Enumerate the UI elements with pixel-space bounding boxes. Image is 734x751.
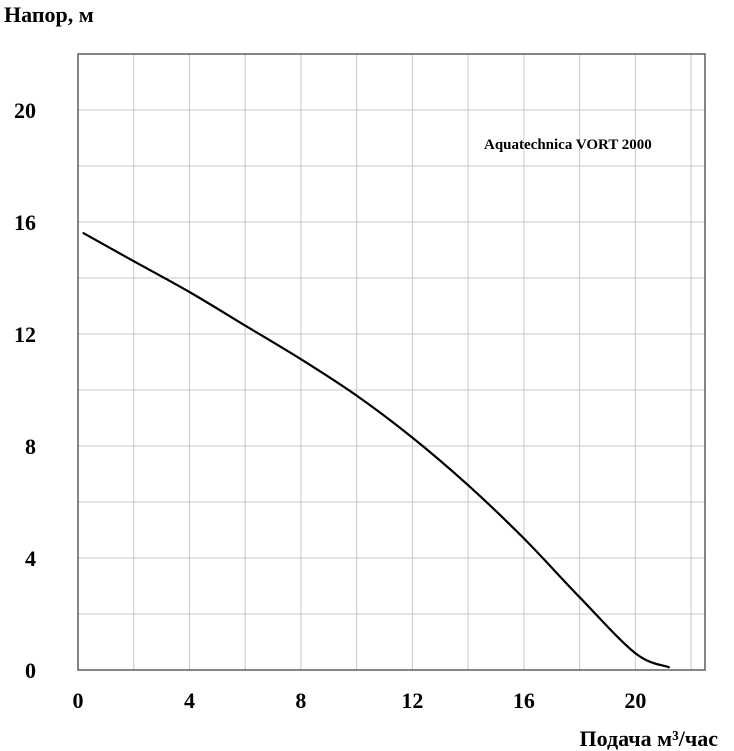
y-tick-label: 20	[14, 98, 36, 123]
plot-frame	[77, 53, 706, 671]
x-tick-label: 0	[73, 688, 84, 713]
series-layer	[82, 232, 670, 669]
x-tick-label: 16	[513, 688, 535, 713]
x-tick-label: 12	[401, 688, 423, 713]
chart-annotation: Aquatechnica VORT 2000	[484, 137, 652, 153]
y-tick-label: 8	[25, 434, 36, 459]
head-flow-curve	[82, 232, 670, 669]
x-tick-label: 20	[624, 688, 646, 713]
x-tick-label: 8	[295, 688, 306, 713]
x-axis-title: Подача м³/час	[580, 726, 719, 751]
x-tick-label: 4	[184, 688, 195, 713]
grid	[78, 54, 705, 670]
y-axis-title: Напор, м	[4, 2, 94, 27]
y-tick-label: 4	[25, 546, 36, 571]
y-tick-labels: 0 4 8 12 16 20	[14, 98, 36, 683]
y-tick-label: 12	[14, 322, 36, 347]
y-tick-label: 0	[25, 658, 36, 683]
x-tick-labels: 0 4 8 12 16 20	[73, 688, 647, 713]
y-tick-label: 16	[14, 210, 36, 235]
